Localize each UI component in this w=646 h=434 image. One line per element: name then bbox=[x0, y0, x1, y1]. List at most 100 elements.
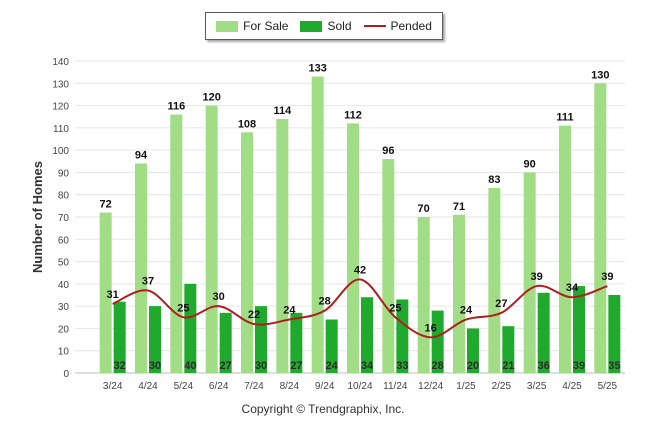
pended-line-layer bbox=[112, 278, 608, 339]
legend-item-for-sale[interactable]: For Sale bbox=[216, 19, 288, 33]
bar-sold bbox=[573, 286, 585, 373]
bar-for-sale bbox=[488, 188, 501, 373]
bar-sold bbox=[361, 297, 373, 373]
data-label-sold: 39 bbox=[573, 360, 585, 372]
data-label-pended: 30 bbox=[213, 291, 225, 303]
x-tick-label: 6/24 bbox=[209, 381, 229, 392]
bar-sold bbox=[431, 310, 444, 373]
data-label-for-sale: 116 bbox=[167, 100, 185, 112]
data-label-pended: 37 bbox=[142, 276, 154, 288]
data-label-pended: 22 bbox=[248, 309, 260, 321]
data-label-for-sale: 133 bbox=[308, 63, 326, 75]
data-labels: 72 32 94 30 116 40 120 27 108 30 114 27 133 24 112 34 96… bbox=[100, 63, 621, 372]
data-label-sold: 35 bbox=[608, 360, 620, 372]
data-label-for-sale: 111 bbox=[556, 112, 573, 124]
bars bbox=[99, 76, 621, 374]
bar-for-sale bbox=[594, 83, 607, 374]
data-label-pended: 28 bbox=[319, 296, 331, 308]
y-tick-label: 60 bbox=[58, 235, 70, 246]
bar-sold bbox=[113, 301, 126, 373]
y-tick-label: 20 bbox=[58, 324, 70, 335]
x-tick-label: 1/25 bbox=[456, 381, 476, 392]
bar-for-sale bbox=[99, 212, 112, 373]
x-tick-label: 5/24 bbox=[174, 381, 194, 392]
y-tick-label: 10 bbox=[58, 347, 70, 358]
y-tick-label: 0 bbox=[63, 369, 69, 380]
data-label-sold: 40 bbox=[184, 360, 196, 372]
bar-for-sale bbox=[347, 123, 359, 374]
data-label-sold: 36 bbox=[538, 360, 550, 372]
data-label-sold: 27 bbox=[220, 360, 232, 372]
legend-item-sold[interactable]: Sold bbox=[300, 19, 352, 33]
bar-for-sale bbox=[135, 163, 147, 373]
x-tick-label: 11/24 bbox=[383, 381, 408, 392]
data-label-sold: 30 bbox=[255, 360, 267, 372]
data-label-for-sale: 112 bbox=[344, 109, 362, 121]
data-label-pended: 24 bbox=[283, 305, 296, 317]
bar-for-sale bbox=[205, 105, 218, 374]
x-tick-label: 5/25 bbox=[598, 381, 618, 392]
data-label-sold: 34 bbox=[361, 360, 374, 372]
y-tick-label: 110 bbox=[53, 124, 69, 135]
data-label-sold: 21 bbox=[502, 360, 514, 372]
bar-for-sale bbox=[276, 118, 289, 373]
data-label-pended: 24 bbox=[460, 305, 473, 317]
x-tick-label: 4/24 bbox=[138, 381, 158, 392]
data-label-for-sale: 71 bbox=[453, 201, 465, 213]
data-label-pended: 16 bbox=[425, 322, 437, 334]
bar-sold bbox=[608, 295, 621, 373]
y-tick-label: 100 bbox=[52, 146, 69, 157]
legend-swatch-for-sale bbox=[216, 20, 239, 32]
bar-sold bbox=[325, 319, 338, 373]
data-label-pended: 34 bbox=[566, 282, 579, 294]
bar-for-sale bbox=[453, 214, 465, 373]
data-label-for-sale: 96 bbox=[382, 145, 394, 157]
data-label-pended: 25 bbox=[389, 302, 401, 314]
bar-for-sale bbox=[241, 132, 253, 373]
legend-label-sold: Sold bbox=[327, 19, 352, 33]
x-tick-label: 4/25 bbox=[562, 381, 582, 392]
x-tick-label: 8/24 bbox=[280, 381, 300, 392]
data-label-sold: 33 bbox=[396, 360, 408, 372]
x-tick-label: 9/24 bbox=[315, 381, 335, 392]
bar-for-sale bbox=[170, 114, 183, 373]
x-tick-label: 2/25 bbox=[492, 381, 512, 392]
data-label-for-sale: 114 bbox=[273, 105, 292, 117]
data-label-pended: 39 bbox=[601, 271, 613, 283]
data-label-for-sale: 83 bbox=[488, 174, 500, 186]
data-label-sold: 28 bbox=[432, 360, 444, 372]
data-label-for-sale: 70 bbox=[418, 203, 430, 215]
bar-for-sale bbox=[311, 76, 324, 373]
data-label-for-sale: 120 bbox=[202, 92, 220, 104]
bar-for-sale bbox=[382, 159, 395, 373]
data-label-sold: 20 bbox=[467, 360, 479, 372]
data-label-for-sale: 130 bbox=[591, 69, 609, 81]
bar-sold bbox=[255, 306, 267, 373]
bar-for-sale bbox=[523, 172, 536, 373]
legend-swatch-pended bbox=[363, 25, 386, 27]
bar-sold bbox=[290, 312, 303, 373]
y-tick-label: 140 bbox=[52, 57, 69, 68]
y-tick-label: 50 bbox=[58, 258, 70, 269]
legend-swatch-sold bbox=[300, 20, 323, 32]
y-tick-label: 40 bbox=[58, 280, 70, 291]
data-label-for-sale: 90 bbox=[524, 158, 536, 170]
y-tick-label: 120 bbox=[52, 102, 69, 113]
data-label-sold: 24 bbox=[326, 360, 339, 372]
legend-label-pended: Pended bbox=[390, 19, 432, 33]
data-label-sold: 32 bbox=[114, 360, 126, 372]
y-tick-label: 80 bbox=[58, 191, 70, 202]
bar-sold bbox=[502, 326, 515, 373]
data-label-pended: 39 bbox=[531, 271, 543, 283]
legend-item-pended[interactable]: Pended bbox=[363, 19, 432, 33]
y-axis-label: Number of Homes bbox=[30, 161, 45, 273]
y-axis-ticks: 0 10 20 30 40 50 60 70 80 90 100 110 120 130 140 bbox=[52, 57, 69, 380]
legend-label-for-sale: For Sale bbox=[243, 19, 289, 33]
bar-sold bbox=[396, 299, 409, 373]
x-tick-label: 3/24 bbox=[103, 381, 123, 392]
data-label-pended: 42 bbox=[354, 264, 366, 276]
data-label-for-sale: 72 bbox=[100, 199, 112, 211]
bar-sold bbox=[219, 312, 232, 373]
data-label-sold: 27 bbox=[290, 360, 302, 372]
